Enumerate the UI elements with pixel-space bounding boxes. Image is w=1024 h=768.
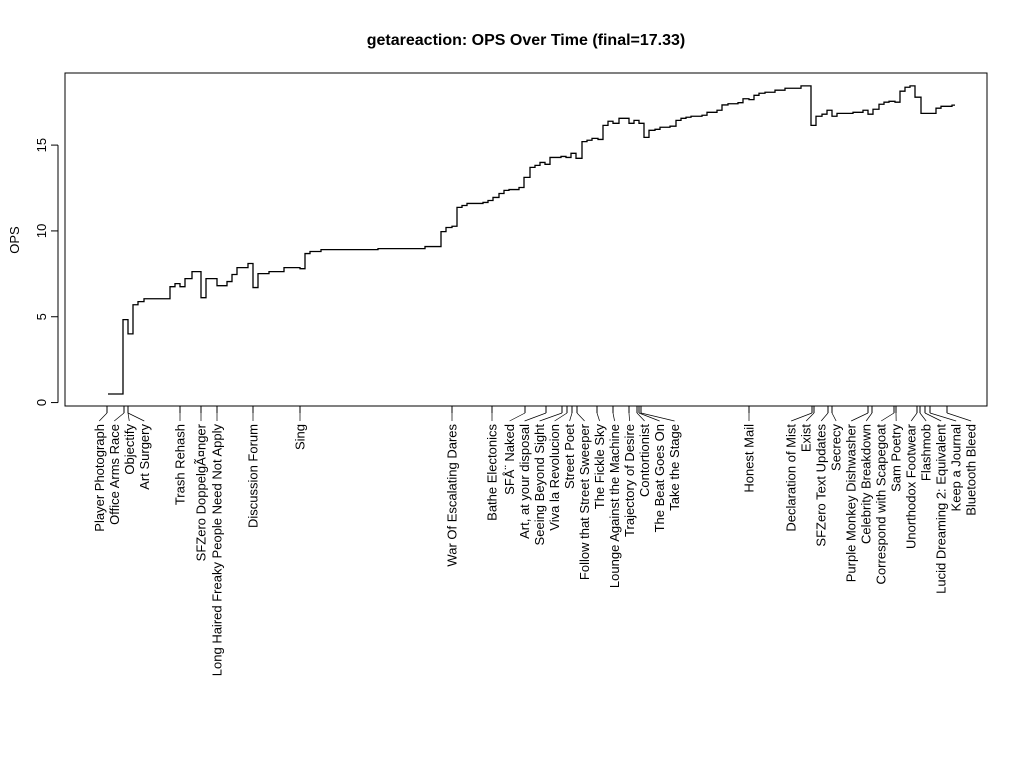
x-tick-label: Secrecy: [829, 424, 844, 471]
x-tick-label: Honest Mail: [742, 424, 757, 493]
x-tick-leader: [596, 412, 600, 422]
x-tick-leader: [539, 412, 563, 422]
x-tick-leader: [509, 412, 526, 422]
y-tick-label: 0: [34, 399, 49, 406]
x-tick-label: SFZero Text Updates: [814, 424, 829, 547]
x-tick-label: Trash Rehash: [173, 424, 188, 505]
x-tick-label: Long Haired Freaky People Need Not Apply: [210, 424, 225, 677]
x-axis: Player Photograph Office Arms Race Objecti…: [92, 405, 979, 677]
x-tick-label: Take the Stage: [667, 424, 682, 511]
y-axis: 0 5 10 15: [34, 138, 59, 406]
x-tick-label: Contortionist: [637, 424, 652, 497]
x-tick-label: SFÅ¨ Naked: [502, 424, 517, 495]
x-tick-label: Flashmob: [919, 424, 934, 481]
x-tick-label: Sam Poetry: [889, 424, 904, 492]
x-tick-label: Seeing Beyond Sight: [532, 424, 547, 546]
x-tick-label: Follow that Street Sweeper: [577, 423, 592, 580]
x-tick-label: Viva la Revolucion: [547, 424, 562, 531]
y-tick-label: 15: [34, 138, 49, 152]
x-tick-leader: [628, 412, 630, 422]
x-tick-leader: [924, 412, 942, 422]
x-tick-leader: [114, 412, 125, 422]
x-tick-leader: [636, 412, 645, 422]
plot-box: [64, 72, 988, 407]
x-tick-label: Unorthodox Footwear: [904, 423, 919, 549]
x-tick-leader: [865, 412, 873, 422]
x-tick-label: Art Surgery: [137, 424, 152, 490]
x-tick-leader: [612, 412, 615, 422]
y-axis-label: OPS: [7, 226, 22, 254]
x-tick-label: Player Photograph: [92, 424, 107, 532]
x-tick-label: Lounge Against the Machine: [607, 424, 622, 588]
x-tick-leader: [569, 412, 573, 422]
x-tick-label: Lucid Dreaming 2: Equivalent: [934, 424, 949, 594]
x-tick-label: The Fickle Sky: [592, 424, 607, 510]
y-tick-label: 10: [34, 224, 49, 238]
x-tick-label: Office Arms Race: [107, 424, 122, 525]
x-tick-leader: [946, 412, 972, 422]
ops-step-line: [108, 85, 955, 395]
x-tick-leader: [910, 412, 918, 422]
x-tick-label: Sing: [293, 424, 308, 450]
x-tick-label: War Of Escalating Dares: [445, 424, 460, 567]
x-tick-label: Exist: [799, 424, 814, 453]
x-tick-label: Trajectory of Desire: [622, 424, 637, 537]
x-tick-label: Purple Monkey Dishwasher: [844, 423, 859, 582]
x-tick-label: Art, at your disposal: [517, 424, 532, 539]
x-tick-leader: [805, 412, 815, 422]
x-tick-label: Declaration of Mist: [784, 424, 799, 532]
x-tick-leader: [127, 412, 130, 422]
x-tick-label: Keep a Journal: [949, 424, 964, 512]
x-tick-leader: [98, 412, 108, 422]
chart-title: getareaction: OPS Over Time (final=17.33…: [367, 32, 686, 49]
x-tick-leader: [820, 412, 829, 422]
x-tick-label: Street Poet: [562, 424, 577, 489]
x-tick-leader: [880, 412, 895, 422]
x-tick-leader: [524, 412, 547, 422]
x-tick-leader: [919, 412, 927, 422]
x-tick-leader: [640, 412, 675, 422]
x-tick-label: Objectify: [122, 424, 137, 475]
x-tick-leader: [831, 412, 837, 422]
x-tick-leader: [576, 412, 585, 422]
x-tick-leader: [851, 412, 869, 422]
x-tick-label: The Beat Goes On: [652, 424, 667, 532]
x-tick-leader: [929, 412, 957, 422]
x-tick-label: SFZero DoppelgÃ¤nger: [194, 423, 209, 561]
y-tick-label: 5: [34, 313, 49, 320]
x-tick-leader: [127, 412, 145, 422]
x-tick-label: Discussion Forum: [246, 424, 261, 528]
x-tick-leader: [554, 412, 568, 422]
x-tick-label: Celebrity Breakdown: [859, 424, 874, 544]
x-tick-label: Correspond with Scapegoat: [874, 424, 889, 585]
x-tick-leader: [791, 412, 813, 422]
x-tick-label: Bluetooth Bleed: [964, 424, 979, 516]
x-tick-leader: [638, 412, 660, 422]
x-tick-label: Bathe Electonics: [485, 424, 500, 521]
